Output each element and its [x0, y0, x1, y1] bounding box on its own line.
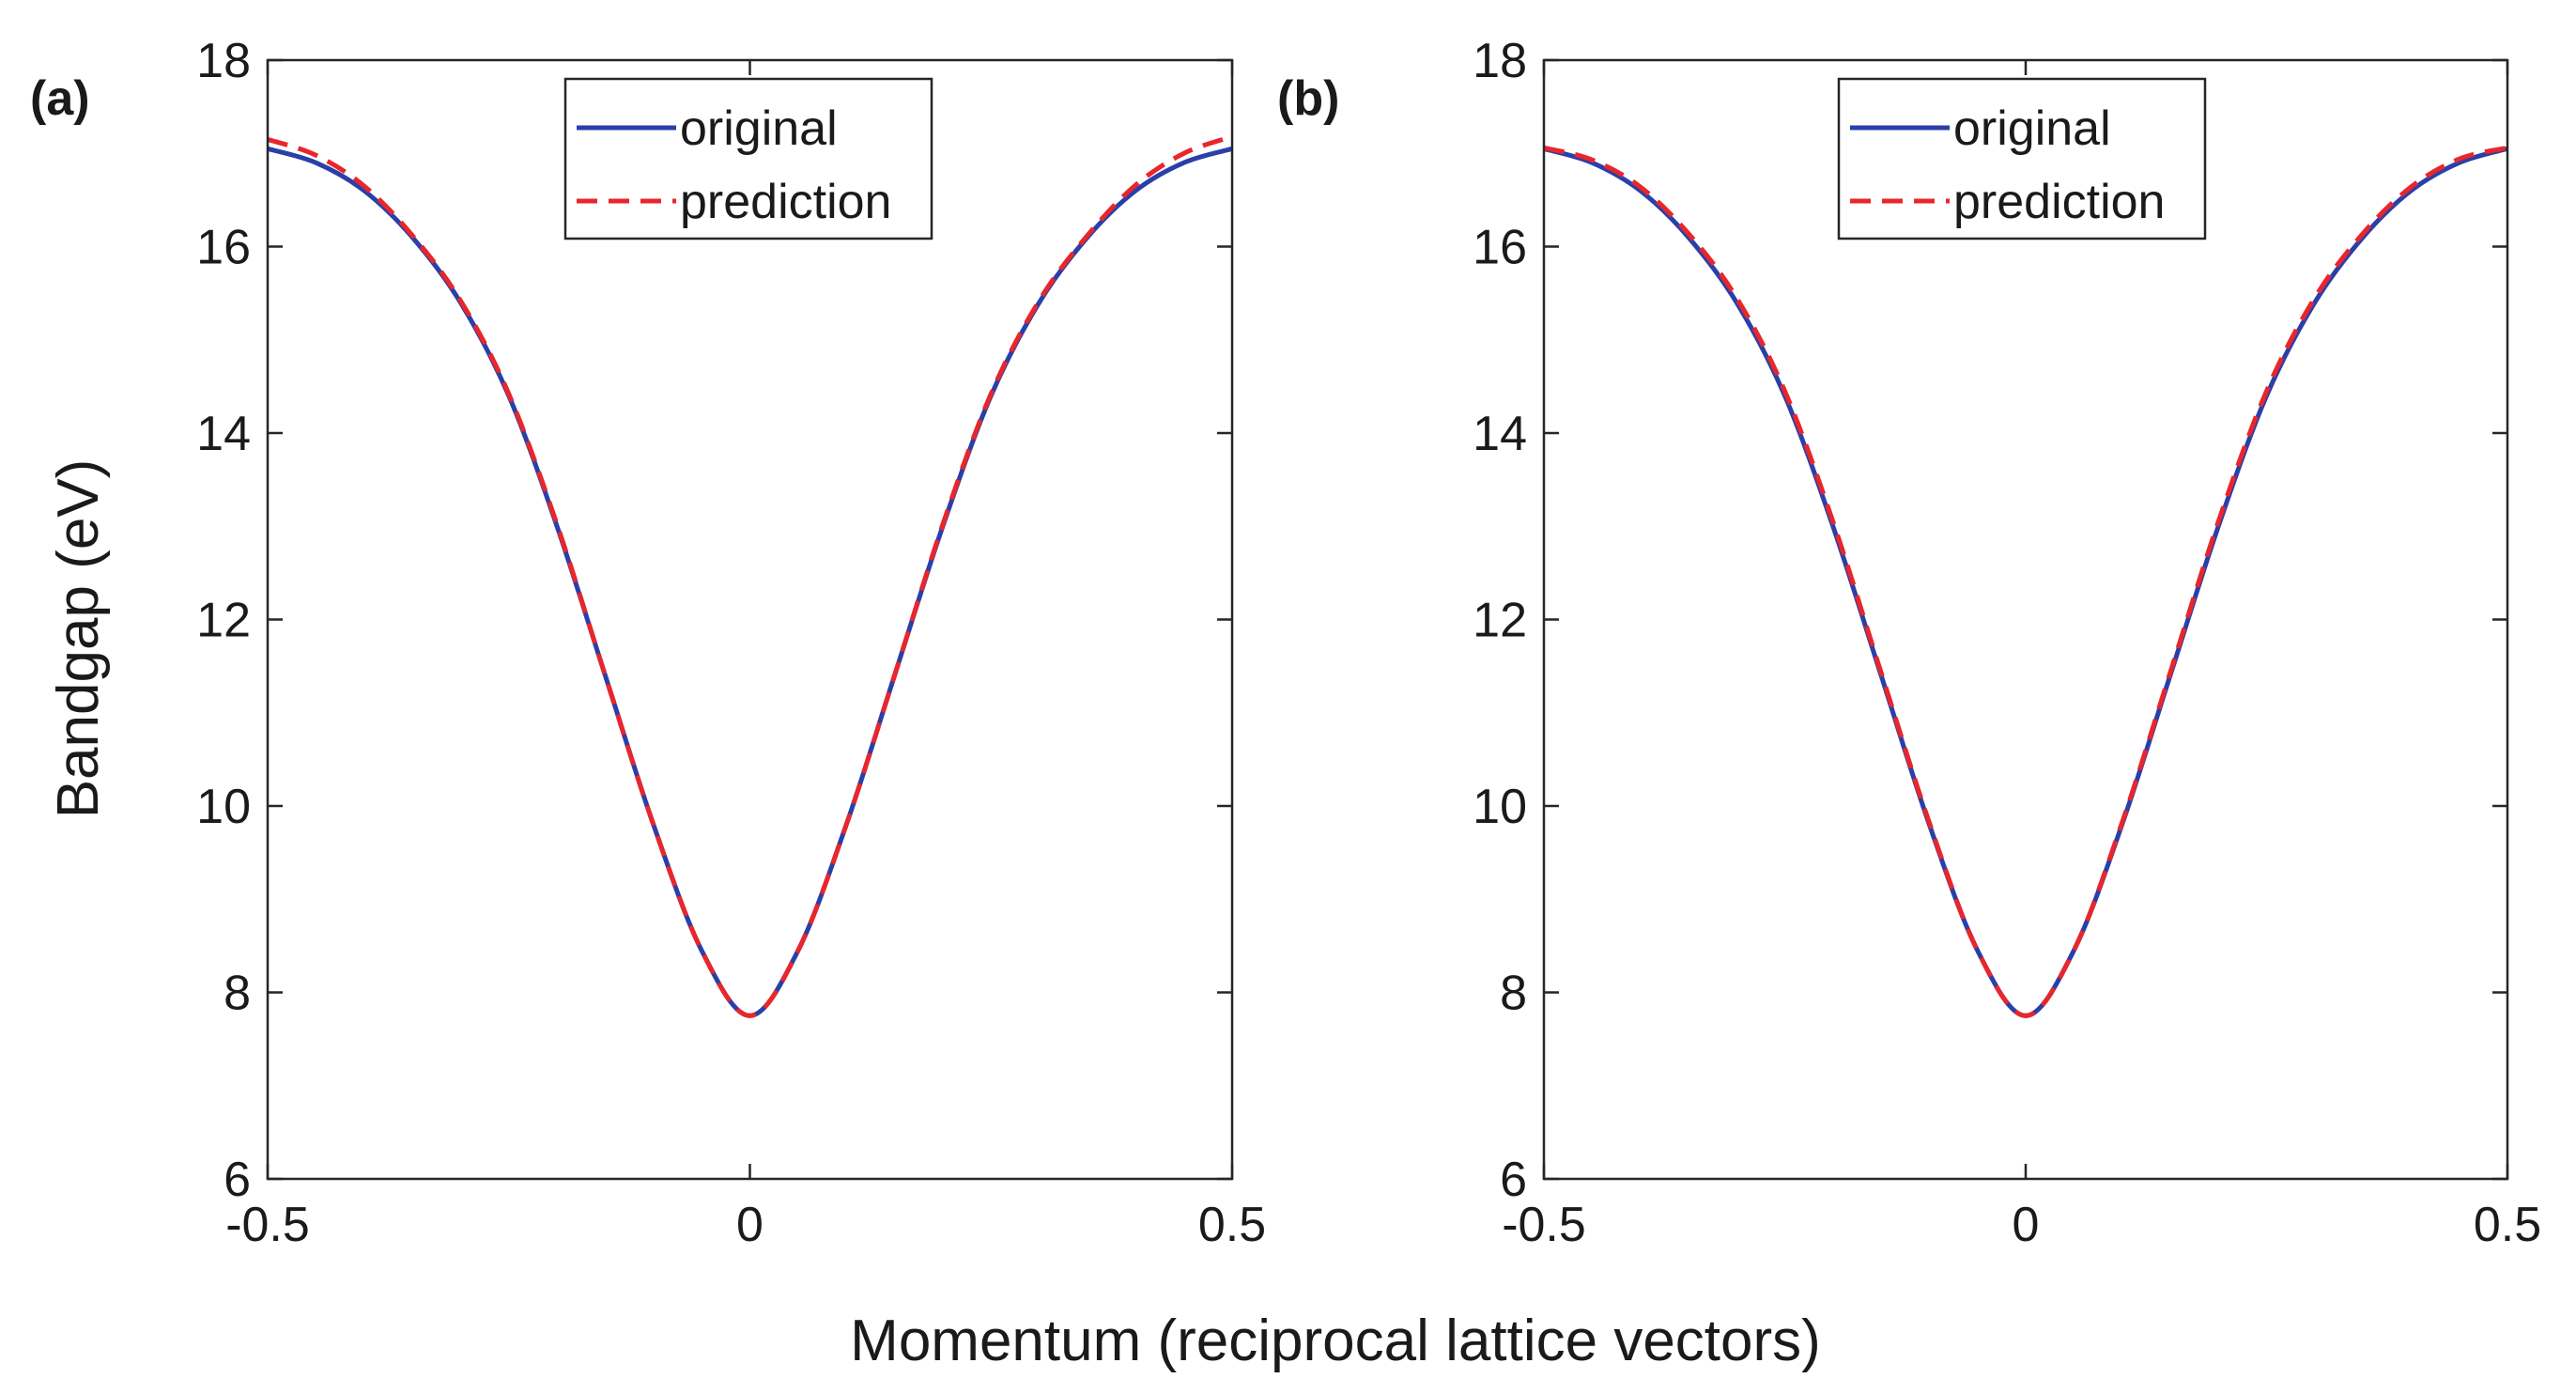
y-tick-label: 6	[224, 1153, 251, 1207]
legend-label-original: original	[680, 101, 838, 156]
legend-label-prediction: prediction	[680, 175, 891, 229]
y-tick-label: 18	[1473, 34, 1527, 88]
x-tick-label: 0.5	[2474, 1198, 2541, 1252]
axes-box	[266, 58, 1234, 1181]
x-tick-label: -0.5	[225, 1198, 310, 1252]
panel-b: 6 8 10 12 14 16 18 -0.5 0 0.5 original prediction (b…	[1277, 34, 2541, 1252]
legend-box	[563, 77, 933, 240]
y-tick-label: 12	[1473, 594, 1527, 648]
axes-box	[1542, 58, 2509, 1181]
x-axis-title: Momentum (reciprocal lattice vectors)	[850, 1309, 1821, 1373]
y-tick-label: 10	[196, 780, 251, 834]
legend: original prediction	[563, 77, 933, 240]
y-tick-label: 14	[1473, 407, 1527, 461]
y-tick-label: 8	[1500, 967, 1527, 1021]
series-line-prediction	[267, 134, 1233, 1018]
legend-box	[1837, 77, 2207, 240]
plot-area	[268, 60, 1232, 1179]
panel-label: (a)	[30, 71, 90, 126]
plot-area	[1544, 60, 2507, 1179]
y-tick-label: 14	[196, 407, 251, 461]
series-line-prediction	[1543, 145, 2508, 1018]
y-tick-label: 12	[196, 594, 251, 648]
y-tick-label: 16	[196, 221, 251, 275]
y-tick-label: 6	[1500, 1153, 1527, 1207]
y-tick-label: 10	[1473, 780, 1527, 834]
y-tick-label: 8	[224, 967, 251, 1021]
panel-a: 6 8 10 12 14 16 18 -0.5 0 0.5 original prediction (a…	[30, 34, 1266, 1252]
panel-label: (b)	[1277, 71, 1339, 126]
x-tick-label: 0.5	[1198, 1198, 1266, 1252]
x-tick-label: 0	[736, 1198, 764, 1252]
legend-label-original: original	[1953, 101, 2111, 156]
y-axis-title: Bandgap (eV)	[46, 459, 111, 819]
x-tick-label: -0.5	[1502, 1198, 1586, 1252]
x-tick-label: 0	[2013, 1198, 2040, 1252]
y-tick-label: 16	[1473, 221, 1527, 275]
legend: original prediction	[1837, 77, 2207, 240]
y-tick-label: 18	[196, 34, 251, 88]
legend-label-prediction: prediction	[1953, 175, 2165, 229]
